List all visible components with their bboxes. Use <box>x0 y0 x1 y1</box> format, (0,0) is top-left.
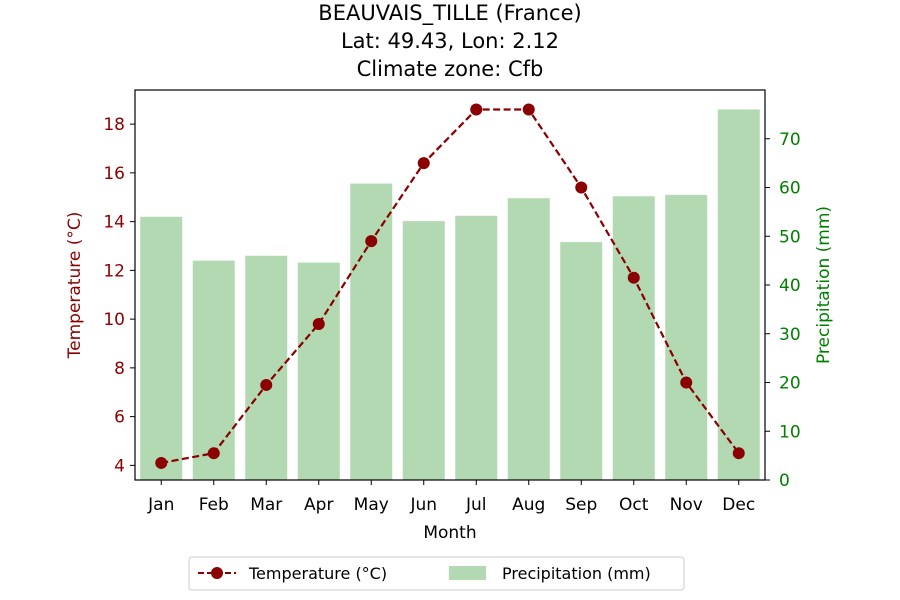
precipitation-tick-label: 70 <box>779 130 801 150</box>
month-tick-label: Sep <box>565 495 597 515</box>
temperature-point-mar <box>260 378 273 391</box>
y-axis-label-temperature: Temperature (°C) <box>65 212 85 360</box>
temperature-point-jan <box>155 456 168 469</box>
legend-temperature-label: Temperature (°C) <box>248 564 387 583</box>
month-axis: Jan Feb Mar Apr May Jun Jul Aug Sep Oct Nov Dec <box>147 480 755 515</box>
precipitation-bars <box>140 109 760 480</box>
temperature-tick-label: 6 <box>114 408 125 428</box>
month-tick-label: Jul <box>465 495 487 515</box>
precipitation-bar-aug <box>507 198 550 480</box>
precipitation-bar-may <box>350 183 393 480</box>
legend-temperature-marker <box>211 567 223 579</box>
month-tick-label: Apr <box>304 495 333 515</box>
precipitation-tick-label: 0 <box>779 471 790 491</box>
temperature-point-dec <box>732 447 745 460</box>
x-axis-label: Month <box>423 523 476 543</box>
precipitation-tick-label: 20 <box>779 374 801 394</box>
temperature-tick-label: 18 <box>103 115 125 135</box>
temperature-point-jul <box>470 103 483 116</box>
precipitation-tick-label: 50 <box>779 227 801 247</box>
temperature-point-aug <box>522 103 535 116</box>
precipitation-tick-label: 60 <box>779 179 801 199</box>
precipitation-bar-apr <box>297 262 340 480</box>
temperature-tick-label: 16 <box>103 164 125 184</box>
precipitation-bar-sep <box>560 242 603 480</box>
precipitation-bar-jun <box>402 221 445 480</box>
temperature-point-oct <box>627 271 640 284</box>
temperature-line <box>155 103 745 469</box>
temperature-series-line <box>161 108 740 465</box>
temperature-point-nov <box>680 376 693 389</box>
chart-title-line-1: BEAUVAIS_TILLE (France) <box>318 1 581 26</box>
precipitation-bar-jan <box>140 216 183 480</box>
precipitation-axis: 0 10 20 30 40 50 60 70 <box>765 130 801 491</box>
temperature-point-may <box>365 235 378 248</box>
temperature-tick-label: 14 <box>103 213 125 233</box>
precipitation-bar-feb <box>192 260 235 480</box>
month-tick-label: Mar <box>250 495 282 515</box>
month-tick-label: May <box>354 495 389 515</box>
chart-title-line-2: Lat: 49.43, Lon: 2.12 <box>341 29 559 53</box>
temperature-tick-label: 10 <box>103 310 125 330</box>
month-tick-label: Aug <box>512 495 545 515</box>
precipitation-tick-label: 30 <box>779 325 801 345</box>
precipitation-bar-oct <box>612 196 655 480</box>
legend-box <box>188 556 685 591</box>
legend-precipitation-label: Precipitation (mm) <box>502 564 651 583</box>
chart-title-line-3: Climate zone: Cfb <box>357 57 544 81</box>
month-tick-label: Dec <box>722 495 755 515</box>
precipitation-tick-label: 10 <box>779 422 801 442</box>
month-tick-label: Oct <box>619 495 649 515</box>
temperature-point-sep <box>575 181 588 194</box>
month-tick-label: Jun <box>409 495 437 515</box>
month-tick-label: Jan <box>147 495 174 515</box>
temperature-tick-label: 4 <box>114 456 125 476</box>
temperature-point-jun <box>417 157 430 170</box>
legend-precipitation-swatch <box>449 566 486 580</box>
y-axis-label-precipitation: Precipitation (mm) <box>814 206 834 364</box>
precipitation-bar-dec <box>717 109 760 480</box>
month-tick-label: Nov <box>670 495 703 515</box>
precipitation-bar-jul <box>455 215 498 480</box>
temperature-axis: 4 6 8 10 12 14 16 18 <box>103 115 135 476</box>
temperature-tick-label: 12 <box>103 261 125 281</box>
month-tick-label: Feb <box>199 495 229 515</box>
legend: Temperature (°C) Precipitation (mm) <box>188 556 685 591</box>
temperature-point-feb <box>207 447 220 460</box>
precipitation-bar-nov <box>665 194 708 480</box>
temperature-point-apr <box>312 318 325 330</box>
precipitation-tick-label: 40 <box>779 276 801 296</box>
temperature-tick-label: 8 <box>114 359 125 379</box>
